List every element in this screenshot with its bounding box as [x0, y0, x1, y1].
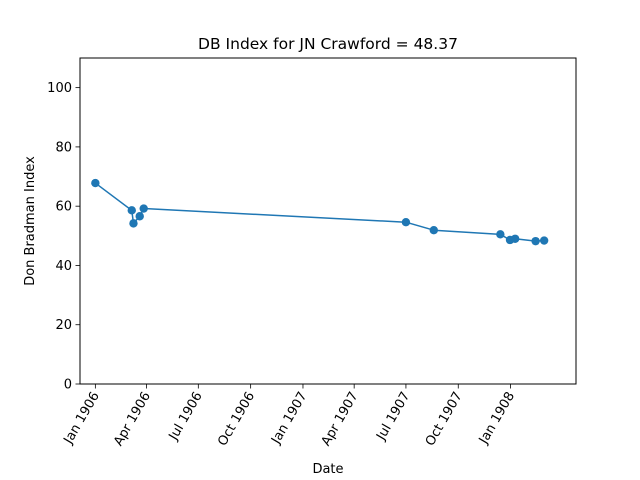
data-point	[91, 178, 100, 188]
chart-title: DB Index for JN Crawford = 48.37	[198, 35, 458, 53]
y-tick-label: 0	[64, 378, 72, 393]
y-tick-label: 60	[55, 200, 72, 215]
data-point	[510, 234, 520, 243]
data-point	[129, 219, 138, 228]
data-point	[139, 204, 148, 213]
data-point	[127, 206, 136, 215]
data-point	[496, 230, 505, 239]
data-point	[429, 225, 438, 235]
data-point	[135, 212, 144, 221]
plot-area	[80, 58, 576, 384]
y-tick-label: 20	[55, 318, 72, 333]
y-tick-label: 40	[55, 259, 72, 274]
data-point	[531, 236, 540, 246]
data-point	[401, 217, 411, 227]
plot-frame	[79, 57, 577, 385]
data-point	[539, 236, 549, 245]
x-axis-label: Date	[312, 462, 343, 477]
y-tick-label: 100	[47, 81, 72, 96]
series-layer	[91, 178, 549, 246]
y-axis-label: Don Bradman Index	[23, 156, 38, 286]
y-tick-label: 80	[55, 140, 72, 155]
